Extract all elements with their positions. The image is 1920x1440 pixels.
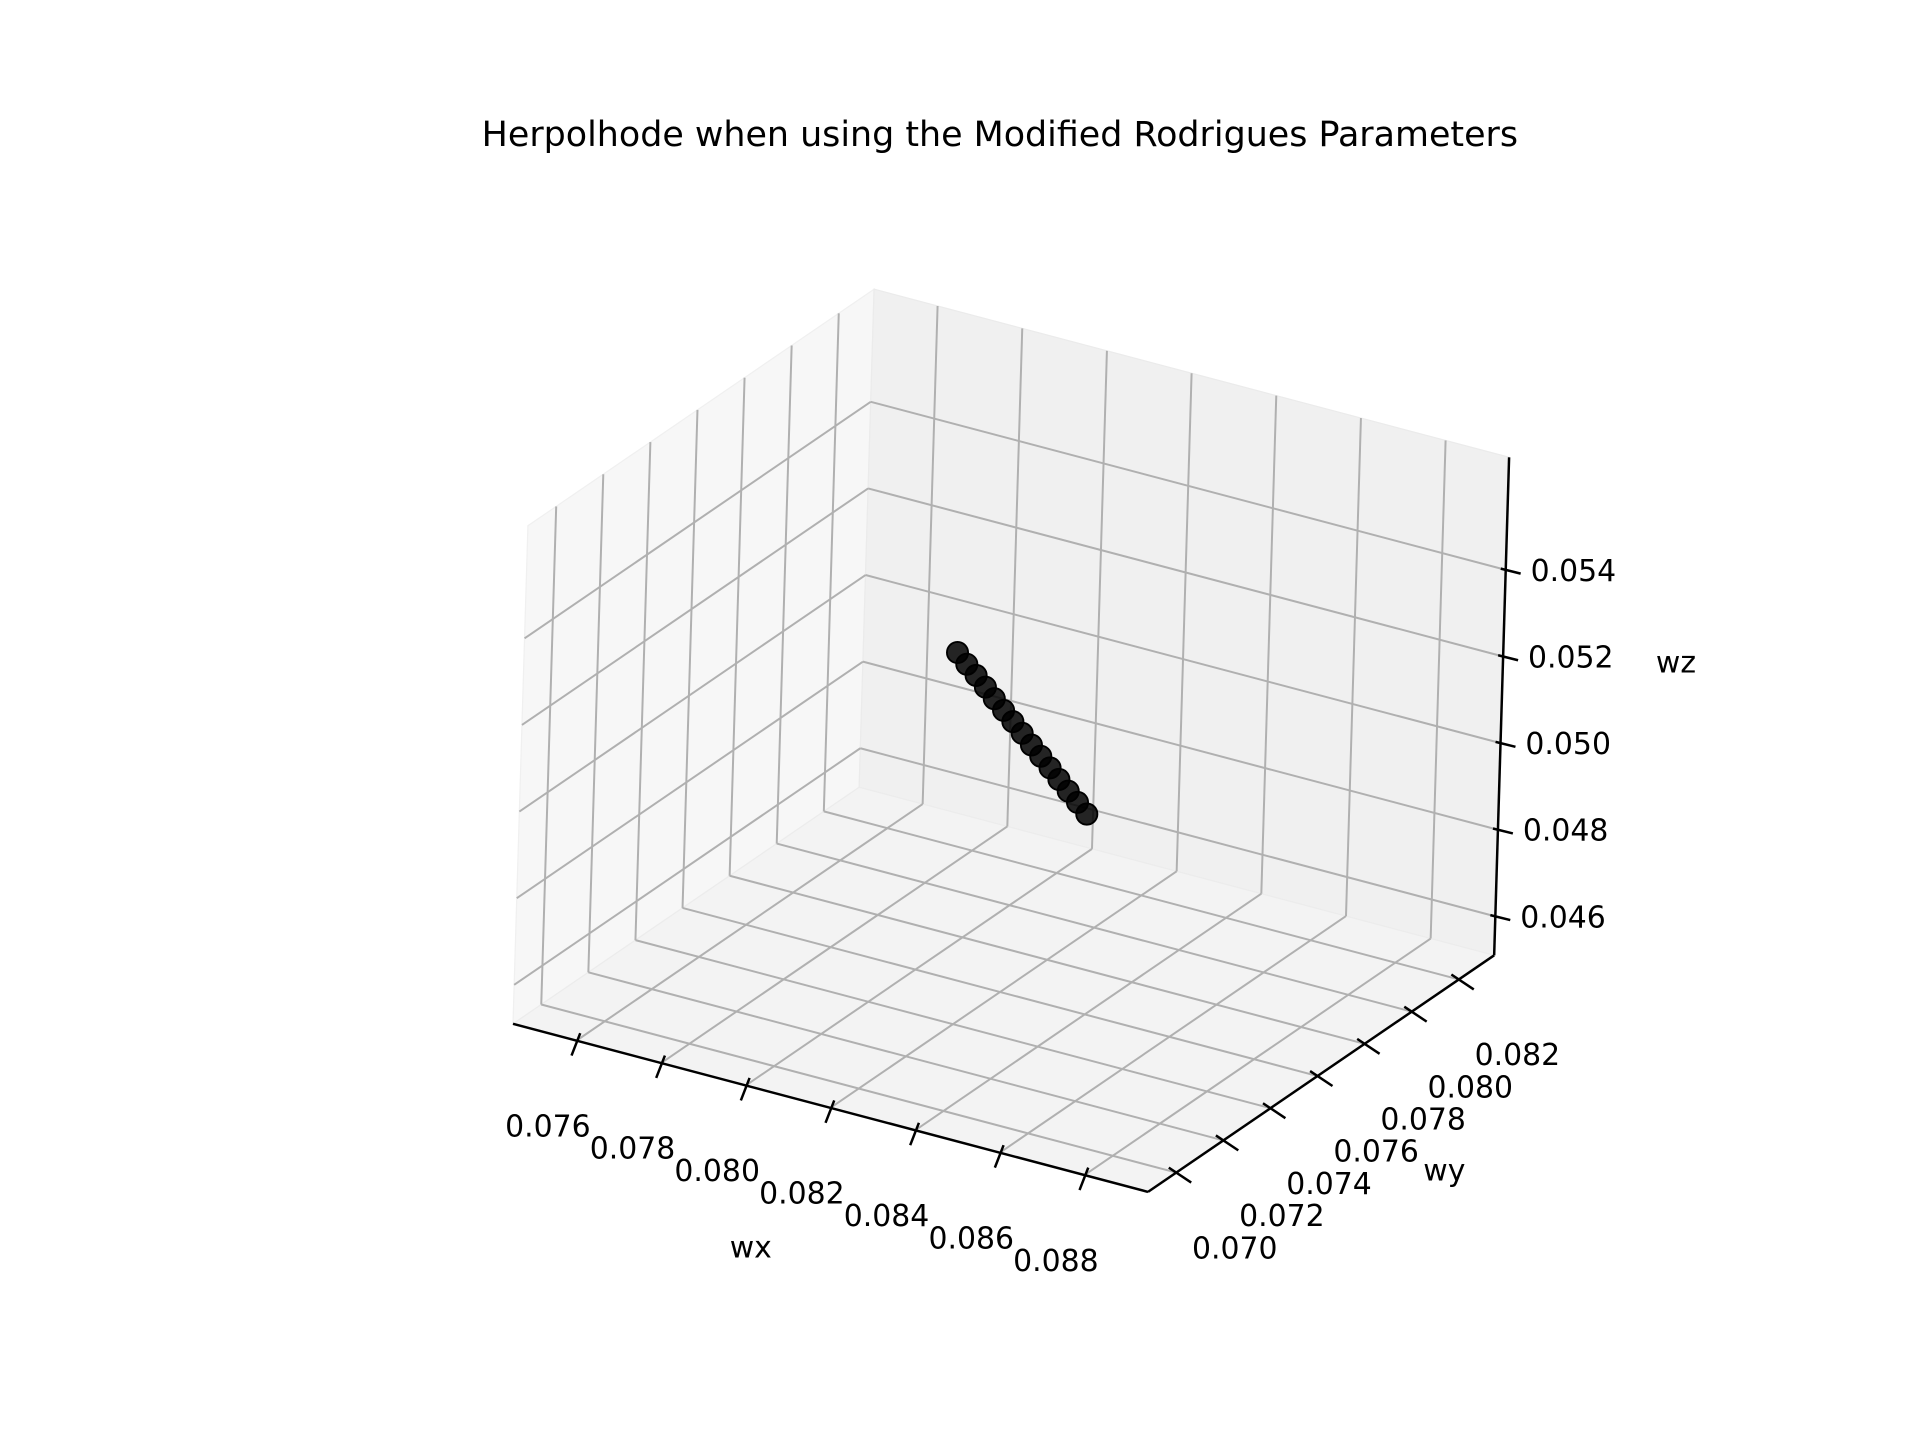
x-tick-label: 0.080: [674, 1154, 760, 1189]
grid-line: [634, 442, 652, 941]
x-tick-label: 0.088: [1013, 1244, 1099, 1279]
x-tick-label: 0.082: [759, 1177, 845, 1212]
grid-line: [870, 400, 1506, 571]
grid-line: [776, 842, 1413, 1013]
y-tick-label: 0.080: [1428, 1070, 1514, 1105]
y-axis-label: wy: [1423, 1153, 1465, 1188]
grid-line: [681, 409, 699, 908]
grid-line: [823, 810, 1460, 981]
z-tick-label: 0.054: [1531, 554, 1617, 589]
y-tick-label: 0.070: [1192, 1231, 1278, 1266]
grid-line: [921, 305, 939, 805]
x-tick-label: 0.086: [928, 1221, 1014, 1256]
y-tick-label: 0.082: [1475, 1038, 1561, 1073]
y-tick-label: 0.078: [1380, 1103, 1466, 1138]
x-tick-label: 0.076: [505, 1109, 591, 1144]
x-tick-label: 0.078: [590, 1132, 676, 1167]
z-tick: [1500, 567, 1521, 575]
x-tick: [570, 1032, 582, 1057]
chart-title: Herpolhode when using the Modified Rodri…: [482, 115, 1518, 155]
y-tick: [1403, 1005, 1428, 1023]
grid-line: [729, 874, 1365, 1045]
grid-line: [1090, 350, 1108, 849]
z-tick: [1495, 740, 1516, 749]
x-tick: [655, 1055, 667, 1079]
grid-line: [867, 487, 1504, 658]
grid-line: [521, 487, 869, 726]
grid-line: [1429, 440, 1447, 939]
grid-line: [513, 747, 861, 986]
x-axis: [512, 1022, 1149, 1194]
grid-line: [575, 803, 924, 1042]
grid-line: [914, 892, 1262, 1132]
y-tick: [1215, 1134, 1239, 1152]
y-tick: [1450, 973, 1475, 991]
z-tick: [1497, 654, 1519, 662]
x-tick: [1078, 1167, 1090, 1191]
x-axis-label: wx: [730, 1231, 772, 1266]
x-tick: [909, 1122, 921, 1146]
z-tick-label: 0.046: [1520, 900, 1606, 935]
z-tick: [1490, 913, 1511, 922]
grid-line: [1260, 395, 1278, 894]
grid-line: [635, 939, 1271, 1110]
grid-line: [862, 660, 1499, 831]
grid-line: [682, 906, 1318, 1077]
grid-line: [728, 377, 746, 876]
grid-line: [865, 574, 1501, 745]
grid-line: [1175, 373, 1193, 872]
z-axis-label: wz: [1656, 645, 1696, 680]
grid-line: [1344, 418, 1362, 917]
grid-line: [660, 825, 1008, 1064]
grid-line: [1083, 937, 1432, 1176]
z-tick: [1492, 827, 1514, 835]
x-tick: [993, 1144, 1005, 1169]
y-tick: [1309, 1070, 1334, 1088]
grid-line: [775, 345, 793, 844]
z-tick-label: 0.052: [1528, 640, 1614, 675]
grid-line: [588, 971, 1224, 1142]
y-tick-label: 0.072: [1239, 1199, 1325, 1234]
point: [1075, 802, 1099, 826]
z-tick-label: 0.050: [1525, 727, 1611, 762]
y-tick-label: 0.076: [1333, 1135, 1419, 1170]
y-axis: [1147, 954, 1495, 1193]
y-tick: [1262, 1102, 1287, 1120]
grid-line: [516, 660, 864, 900]
grid-line: [523, 400, 872, 640]
grid-line: [999, 915, 1347, 1154]
grid-line: [829, 870, 1178, 1109]
grid-line: [1006, 328, 1024, 827]
z-tick-label: 0.048: [1523, 814, 1609, 849]
grid-line: [540, 1003, 1177, 1174]
grid-line: [587, 474, 605, 973]
y-tick: [1356, 1037, 1381, 1055]
grid-line: [860, 747, 1496, 918]
grid-line: [745, 848, 1093, 1087]
y-tick: [1168, 1166, 1192, 1184]
x-tick-label: 0.084: [844, 1199, 930, 1234]
grid-line: [822, 313, 840, 812]
y-tick-label: 0.074: [1286, 1167, 1372, 1202]
grid-line: [540, 506, 558, 1005]
z-axis: [1492, 457, 1511, 956]
grid-line: [518, 574, 867, 813]
x-tick: [824, 1099, 836, 1124]
x-tick: [739, 1077, 751, 1101]
